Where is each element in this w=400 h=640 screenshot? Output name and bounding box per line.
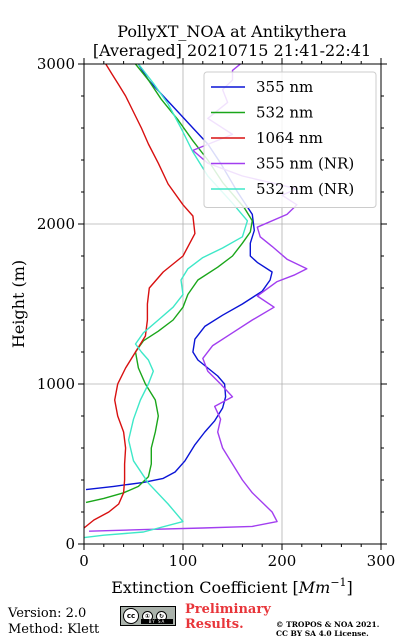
y-tick-label: 1000 <box>37 375 75 393</box>
footer-info: Version: 2.0 Method: Klett <box>8 606 99 638</box>
series-line-4 <box>88 64 308 532</box>
x-axis-label-unit: Mm <box>298 578 331 597</box>
method-text: Method: Klett <box>8 622 100 637</box>
copyright-note: © TROPOS & NOA 2021. CC BY SA 4.0 Licens… <box>276 620 379 638</box>
x-axis-label-exponent: −1 <box>330 576 346 589</box>
x-tick-label: 300 <box>367 552 396 570</box>
extinction-profile-chart: PollyXT_NOA at Antikythera [Averaged] 20… <box>9 22 396 597</box>
legend-label: 355 nm (NR) <box>256 155 354 173</box>
chart-title: PollyXT_NOA at Antikythera <box>117 22 347 41</box>
legend-label: 1064 nm <box>256 129 323 147</box>
y-tick-label: 3000 <box>37 55 75 73</box>
version-text: Version: 2.0 <box>8 606 87 621</box>
copyright-line-2: CC BY SA 4.0 License. <box>276 629 369 638</box>
legend-box <box>203 71 377 208</box>
series-line-3 <box>84 64 196 529</box>
x-axis-label-main: Extinction Coefficient [ <box>111 578 299 597</box>
cc-icon: cc <box>123 608 139 624</box>
legend-label: 532 nm (NR) <box>256 180 354 198</box>
cc-badge-strip: BY SA <box>141 619 173 624</box>
copyright-line-1: © TROPOS & NOA 2021. <box>276 620 380 629</box>
x-axis-label: Extinction Coefficient [Mm−1] <box>111 576 353 597</box>
x-axis-label-close: ] <box>347 578 353 597</box>
y-tick-label: 2000 <box>37 215 75 233</box>
y-tick-label: 0 <box>65 535 75 553</box>
x-tick-label: 100 <box>169 552 198 570</box>
x-tick-label: 200 <box>268 552 297 570</box>
plot-frame <box>83 63 382 545</box>
preliminary-results-note: Preliminary Results. <box>185 602 271 632</box>
legend-label: 355 nm <box>256 78 313 96</box>
preliminary-line-2: Results. <box>185 617 244 632</box>
chart-subtitle: [Averaged] 20210715 21:41-22:41 <box>93 41 371 60</box>
preliminary-line-1: Preliminary <box>185 602 271 617</box>
legend: 355 nm 532 nm 1064 nm 355 nm (NR) 532 nm (NR… <box>203 71 377 208</box>
cc-license-badge: cc ① ↻ BY SA <box>120 606 176 626</box>
x-tick-label: 0 <box>79 552 89 570</box>
y-axis-label: Height (m) <box>9 260 28 348</box>
legend-label: 532 nm <box>256 104 313 122</box>
